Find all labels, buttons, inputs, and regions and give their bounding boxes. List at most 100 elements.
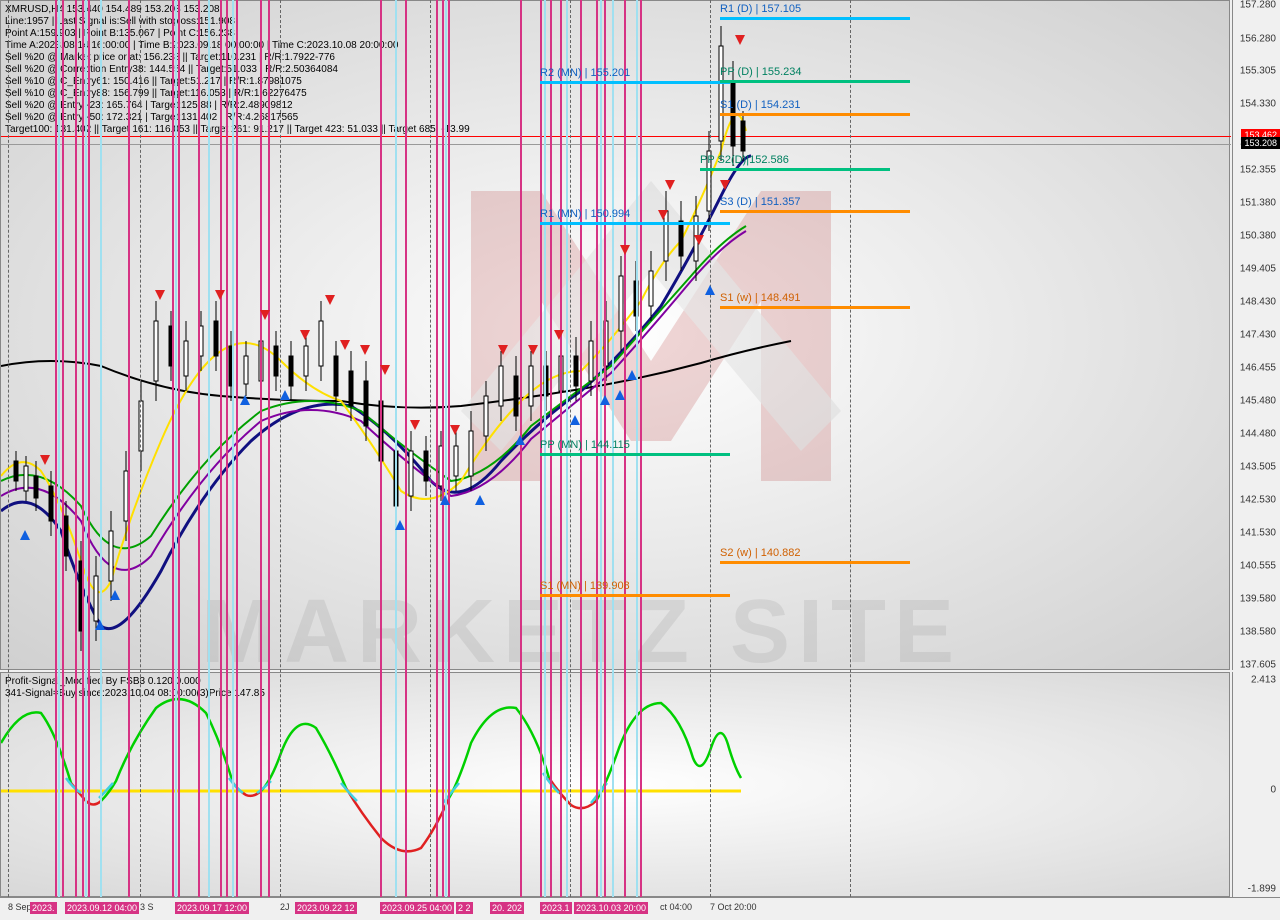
indicator-tick-1: 0 [1270,785,1276,796]
time-tick: 2023.09.25 04:00 [380,902,454,914]
vline-cyan [445,0,447,897]
time-tick: 7 Oct 20:00 [710,902,757,912]
arrow-down-icon [325,295,335,305]
price-tick: 143.505 [1240,462,1276,473]
arrow-up-icon [110,590,120,600]
indicator-axis: 2.413 0 -1.899 [1232,672,1280,897]
vline-magenta [380,0,382,897]
pivot-line [540,222,730,225]
hline-current-gray [1,144,1231,145]
arrow-up-icon [515,435,525,445]
vline-time-grid [8,0,9,897]
arrow-down-icon [498,345,508,355]
price-tick: 145.480 [1240,395,1276,406]
pivot-line [720,210,910,213]
pivot-line [720,113,910,116]
time-tick: 2023.10.03 20:00 [574,902,648,914]
hline-current-red [1,136,1231,137]
pivot-label: R1 (MN) | 150.994 [540,208,630,220]
price-tick: 152.355 [1240,165,1276,176]
vline-magenta [128,0,130,897]
pivot-line [540,81,730,84]
arrow-down-icon [300,330,310,340]
vline-magenta [442,0,444,897]
price-tick: 141.530 [1240,528,1276,539]
info-line-7: Sell %20 @ Entry -23: 165.764 | Target:1… [5,100,293,111]
time-axis: 8 Sep2023.2023.09.12 04:003 S2023.09.17 … [0,897,1280,920]
arrow-up-icon [475,495,485,505]
arrow-down-icon [450,425,460,435]
indicator-overlay [1,673,1231,898]
arrow-down-icon [340,340,350,350]
pivot-line [540,453,730,456]
price-tick: 142.530 [1240,494,1276,505]
vline-magenta [405,0,407,897]
arrow-up-icon [20,530,30,540]
price-tick: 157.280 [1240,0,1276,11]
arrow-up-icon [280,390,290,400]
arrow-up-icon [705,285,715,295]
price-chart[interactable]: MARKETZ SITE [0,0,1230,670]
time-tick: 8 Sep [8,902,32,912]
arrow-down-icon [410,420,420,430]
pivot-label: R2 (MN) | 155.201 [540,67,630,79]
arrow-up-icon [95,620,105,630]
indicator-panel[interactable]: Profit-Signal_Modified By FSB3 0.120 0.0… [0,672,1230,897]
pivot-line [720,306,910,309]
vline-magenta [640,0,642,897]
indicator-tick-0: 2.413 [1251,675,1276,686]
vline-cyan [232,0,234,897]
info-line-5: Sell %10 @ C_Entry61: 150.416 || Target:… [5,76,302,87]
vline-magenta [236,0,238,897]
arrow-down-icon [554,330,564,340]
vline-time-grid [850,0,851,897]
time-tick: 2023.09.22 12 [295,902,357,914]
time-tick: 2023. [30,902,57,914]
pivot-label: S2 (w) | 140.882 [720,547,801,559]
vline-cyan [100,0,102,897]
arrow-down-icon [658,210,668,220]
time-tick: 20. 202 [490,902,524,914]
pivot-label: PP (MN) | 144.115 [540,439,630,451]
vline-magenta [88,0,90,897]
vline-time-grid [280,0,281,897]
arrow-down-icon [528,345,538,355]
arrow-up-icon [600,395,610,405]
time-tick: 2J [280,902,290,912]
pivot-label: S3 (D) | 151.357 [720,196,801,208]
arrow-down-icon [720,180,730,190]
vline-magenta [82,0,84,897]
symbol-header: XMRUSD,H4 153.440 154.489 153.208 153.20… [5,4,220,15]
price-marker-black: 153.208 [1241,137,1280,149]
price-tick: 150.380 [1240,231,1276,242]
price-tick: 147.430 [1240,330,1276,341]
vline-cyan [175,0,177,897]
price-tick: 156.280 [1240,33,1276,44]
price-tick: 155.305 [1240,66,1276,77]
pivot-label: S1 (D) | 154.231 [720,99,801,111]
arrow-down-icon [620,245,630,255]
arrow-down-icon [215,290,225,300]
time-tick: 2 2 [456,902,473,914]
vline-magenta [220,0,222,897]
time-tick: 2023.1 [540,902,572,914]
arrow-down-icon [380,365,390,375]
price-tick: 139.580 [1240,593,1276,604]
info-line-0: Line:1957 | Last Signal is:Sell with sto… [5,16,235,27]
price-tick: 148.430 [1240,296,1276,307]
vline-magenta [448,0,450,897]
arrow-down-icon [694,235,704,245]
arrow-up-icon [240,395,250,405]
arrow-up-icon [615,390,625,400]
pivot-label: PP (D) | 155.234 [720,66,802,78]
vline-time-grid [430,0,431,897]
price-tick: 151.380 [1240,197,1276,208]
info-line-2: Time A:2023.08.14 16:00:00 | Time B:2023… [5,40,398,51]
vline-cyan [208,0,210,897]
vline-cyan [395,0,397,897]
time-tick: ct 04:00 [660,902,692,912]
price-tick: 138.580 [1240,627,1276,638]
price-tick: 140.555 [1240,561,1276,572]
time-tick: 2023.09.12 04:00 [65,902,139,914]
price-tick: 146.455 [1240,363,1276,374]
